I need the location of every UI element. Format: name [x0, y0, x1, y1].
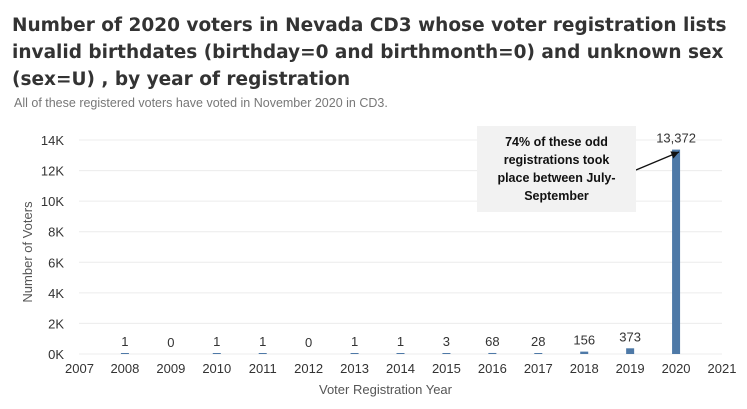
x-tick-label: 2013	[340, 361, 369, 376]
bar	[672, 149, 681, 354]
data-label: 28	[531, 334, 545, 349]
x-tick-label: 2020	[662, 361, 691, 376]
y-tick-label: 2K	[48, 316, 64, 331]
x-tick-label: 2008	[110, 361, 139, 376]
x-tick-label: 2009	[156, 361, 185, 376]
bar	[488, 352, 497, 354]
chart-title: Number of 2020 voters in Nevada CD3 whos…	[12, 15, 727, 90]
data-label: 1	[259, 334, 266, 349]
x-tick-label: 2007	[65, 361, 94, 376]
annotation-box: 74% of these odd registrations took plac…	[477, 126, 636, 212]
y-tick-label: 0K	[48, 347, 64, 362]
bar	[580, 351, 589, 354]
data-label: 156	[573, 333, 595, 348]
bar	[396, 353, 405, 354]
annotation-arrow	[635, 151, 680, 171]
bar	[350, 353, 359, 354]
data-label: 1	[121, 334, 128, 349]
data-label: 0	[305, 335, 312, 350]
y-tick-label: 6K	[48, 255, 64, 270]
x-axis-title: Voter Registration Year	[319, 382, 453, 397]
x-tick-label: 2017	[524, 361, 553, 376]
data-label: 68	[485, 334, 499, 349]
data-label: 3	[443, 334, 450, 349]
bar	[258, 353, 267, 354]
y-tick-label: 10K	[41, 194, 64, 209]
x-tick-label: 2021	[708, 361, 737, 376]
annotation-text: 74% of these odd registrations took plac…	[497, 135, 616, 203]
bar	[120, 353, 129, 354]
x-tick-label: 2015	[432, 361, 461, 376]
bar	[626, 348, 635, 354]
bar	[212, 353, 221, 354]
y-tick-label: 14K	[41, 133, 64, 148]
x-tick-label: 2012	[294, 361, 323, 376]
y-axis-title: Number of Voters	[20, 201, 35, 303]
x-tick-label: 2011	[249, 361, 277, 376]
data-label: 13,372	[656, 131, 696, 146]
chart-subtitle: All of these registered voters have vote…	[14, 96, 388, 110]
x-tick-label: 2014	[386, 361, 415, 376]
data-label: 1	[397, 334, 404, 349]
x-tick-label: 2019	[616, 361, 645, 376]
data-label: 1	[213, 334, 220, 349]
bar	[442, 353, 451, 354]
data-label: 1	[351, 334, 358, 349]
x-tick-label: 2016	[478, 361, 507, 376]
x-tick-label: 2010	[202, 361, 231, 376]
data-label: 0	[167, 335, 174, 350]
y-tick-label: 12K	[41, 164, 64, 179]
y-tick-label: 4K	[48, 286, 64, 301]
y-tick-label: 8K	[48, 225, 64, 240]
bar	[534, 353, 543, 354]
x-tick-label: 2018	[570, 361, 599, 376]
data-label: 373	[619, 329, 641, 344]
